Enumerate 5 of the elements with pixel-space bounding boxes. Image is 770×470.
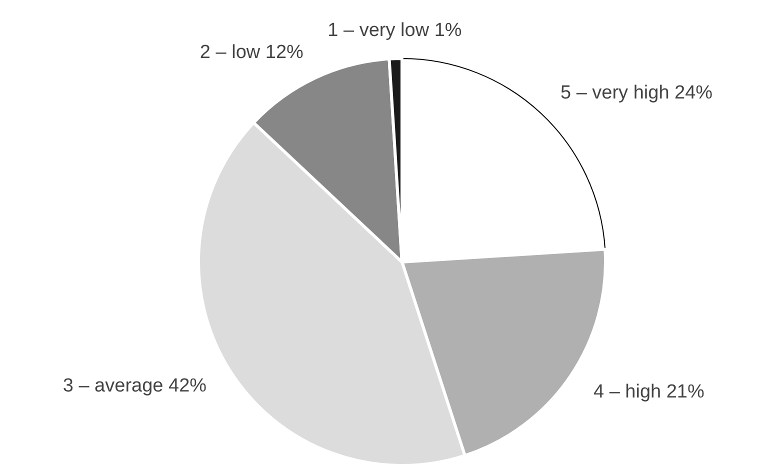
slice-label: 4 – high 21% <box>593 381 704 402</box>
slice-label: 2 – low 12% <box>200 42 304 63</box>
slice-label: 3 – average 42% <box>62 375 207 396</box>
slice-label: 1 – very low 1% <box>328 20 462 41</box>
slice-label: 5 – very high 24% <box>560 82 713 104</box>
